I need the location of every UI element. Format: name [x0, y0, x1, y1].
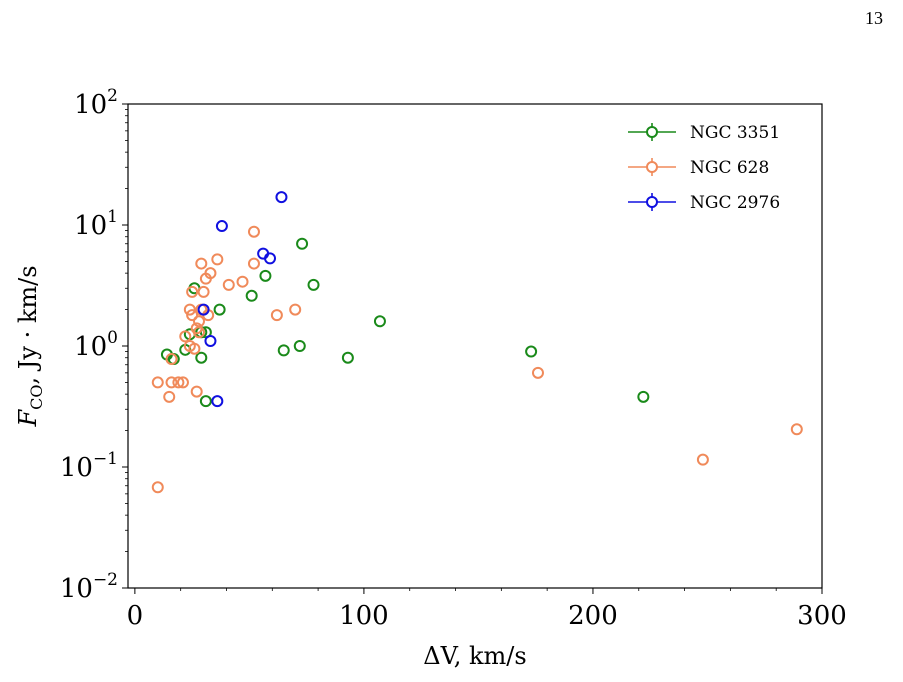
legend-item-ngc-2976[interactable]: NGC 2976 — [628, 193, 780, 213]
y-axis-ticks: 10−2 10−1 100 101 102 — [60, 86, 128, 604]
y-tick-label: 101 — [74, 207, 118, 241]
data-point-ngc-3351 — [259, 269, 272, 282]
data-point-ngc-628 — [190, 385, 203, 398]
data-point-ngc-3351 — [293, 340, 306, 352]
data-point-ngc-628 — [197, 285, 210, 298]
x-tick-label: 200 — [568, 601, 618, 631]
data-point-ngc-2976 — [197, 303, 210, 316]
data-point-ngc-2976 — [275, 191, 288, 204]
data-point-ngc-2976 — [215, 220, 228, 233]
data-point-ngc-3351 — [195, 351, 208, 364]
data-point-ngc-628 — [193, 326, 206, 339]
page-number: 13 — [865, 8, 883, 28]
data-point-ngc-3351 — [277, 344, 290, 357]
y-tick-label: 102 — [74, 86, 118, 120]
data-point-ngc-2976 — [211, 395, 224, 408]
data-point-ngc-628 — [289, 303, 302, 316]
data-point-ngc-628 — [247, 257, 260, 270]
y-tick-label: 100 — [74, 328, 118, 362]
data-point-ngc-3351 — [245, 289, 258, 302]
legend-item-ngc-628[interactable]: NGC 628 — [628, 158, 769, 178]
x-tick-label: 0 — [127, 601, 144, 631]
y-axis-label: FCO, Jy · km/s — [14, 265, 46, 427]
data-point-ngc-628 — [247, 225, 260, 238]
data-point-ngc-2976 — [264, 252, 277, 265]
data-point-ngc-3351 — [341, 351, 354, 364]
data-point-ngc-3351 — [525, 345, 538, 358]
legend[interactable]: NGC 3351 NGC 628 NGC 2976 — [628, 123, 780, 213]
data-point-ngc-628 — [790, 423, 803, 436]
data-point-ngc-628 — [183, 303, 196, 316]
data-point-ngc-628 — [172, 376, 185, 389]
x-tick-label: 300 — [797, 601, 847, 631]
data-point-ngc-628 — [188, 342, 201, 355]
x-axis-ticks: 0 100 200 300 — [127, 588, 847, 631]
x-tick-label: 100 — [339, 601, 389, 631]
data-point-ngc-628 — [531, 366, 544, 379]
data-point-ngc-3351 — [373, 315, 386, 328]
y-tick-label: 10−2 — [60, 570, 118, 604]
data-point-ngc-2976 — [204, 334, 217, 347]
legend-label: NGC 628 — [690, 158, 769, 178]
data-point-ngc-628 — [222, 278, 235, 291]
data-point-ngc-3351 — [199, 395, 212, 408]
legend-label: NGC 3351 — [690, 123, 780, 143]
data-point-ngc-628 — [165, 376, 178, 389]
data-point-ngc-628 — [195, 257, 208, 270]
legend-label: NGC 2976 — [690, 193, 780, 213]
data-point-ngc-628 — [270, 309, 283, 322]
data-point-ngc-3351 — [296, 237, 309, 250]
data-point-ngc-628 — [151, 376, 164, 389]
data-point-ngc-628 — [211, 253, 224, 266]
data-point-ngc-628 — [696, 453, 709, 466]
data-point-ngc-628 — [176, 376, 189, 389]
data-point-ngc-628 — [179, 330, 192, 343]
data-point-ngc-628 — [186, 309, 199, 322]
legend-marker — [646, 196, 658, 208]
legend-item-ngc-3351[interactable]: NGC 3351 — [628, 123, 780, 143]
data-points — [151, 191, 803, 494]
data-point-ngc-628 — [165, 353, 178, 366]
data-point-ngc-3351 — [637, 390, 650, 403]
data-point-ngc-3351 — [307, 278, 320, 291]
data-point-ngc-628 — [236, 275, 249, 288]
x-axis-label: ΔV, km/s — [423, 642, 526, 670]
legend-marker — [646, 161, 658, 173]
data-point-ngc-628 — [186, 285, 199, 298]
y-tick-label: 10−1 — [60, 449, 118, 483]
legend-marker — [646, 126, 658, 138]
data-point-ngc-628 — [204, 267, 217, 280]
data-point-ngc-628 — [163, 390, 176, 403]
data-point-ngc-628 — [151, 481, 164, 494]
data-point-ngc-3351 — [213, 303, 226, 316]
